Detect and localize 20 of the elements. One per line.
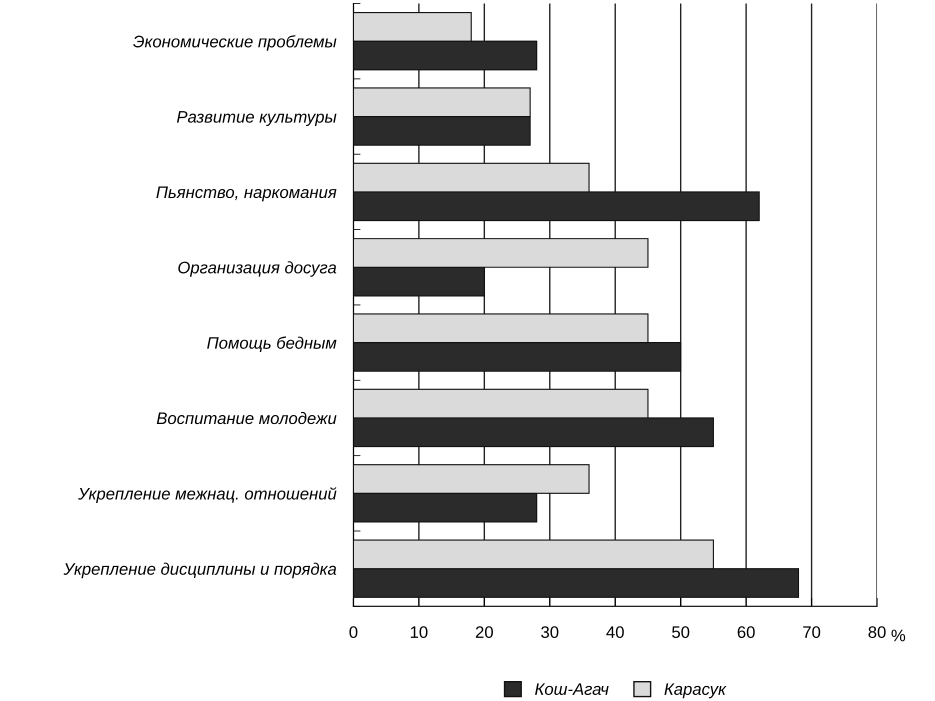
x-tick-label: 40 [606, 626, 624, 638]
y-tick-label: Воспитание молодежи [156, 412, 336, 424]
x-tick-label: 80 [868, 626, 886, 638]
y-tick-label: Организация досуга [178, 261, 336, 277]
y-tick-label: Помощь бедным [207, 336, 336, 352]
x-tick-label: 20 [476, 626, 493, 638]
legend-label: Карасук [664, 683, 726, 698]
x-tick-label: 70 [803, 626, 820, 638]
y-tick-label: Укрепление межнац. отношений [78, 487, 336, 503]
x-tick-label: 50 [672, 626, 690, 638]
legend-label: Кош-Агач [535, 683, 609, 695]
y-tick-label: Экономические проблемы [133, 35, 336, 51]
x-tick-label: 10 [410, 626, 428, 638]
x-axis-title: % [892, 630, 906, 642]
y-tick-label: Пьянство, наркомания [156, 186, 336, 202]
x-tick-label: 60 [738, 626, 755, 638]
y-tick-label: Развитие культуры [176, 111, 336, 126]
y-tick-label: Укрепление дисциплины и порядка [64, 562, 336, 578]
x-tick-label: 0 [349, 626, 358, 638]
x-tick-label: 30 [541, 626, 558, 638]
